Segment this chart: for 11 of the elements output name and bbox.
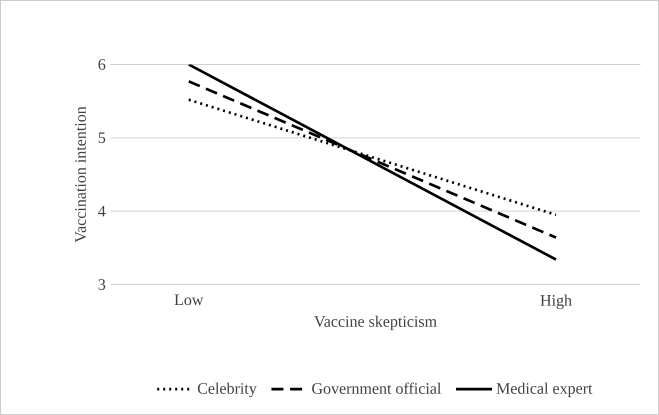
x-axis-title: Vaccine skepticism [314, 316, 437, 330]
y-tick-label: 5 [98, 132, 106, 144]
legend-label: Medical expert [496, 382, 592, 398]
legend-label: Celebrity [198, 382, 257, 398]
y-tick-label: 6 [98, 59, 106, 70]
y-axis-title: Vaccination intention [75, 106, 86, 243]
x-tick-label: High [540, 294, 572, 310]
legend-label: Government official [312, 382, 442, 394]
y-tick-label: 3 [98, 279, 106, 290]
x-tick-label: Low [174, 294, 204, 306]
y-tick-label: 4 [98, 206, 106, 216]
